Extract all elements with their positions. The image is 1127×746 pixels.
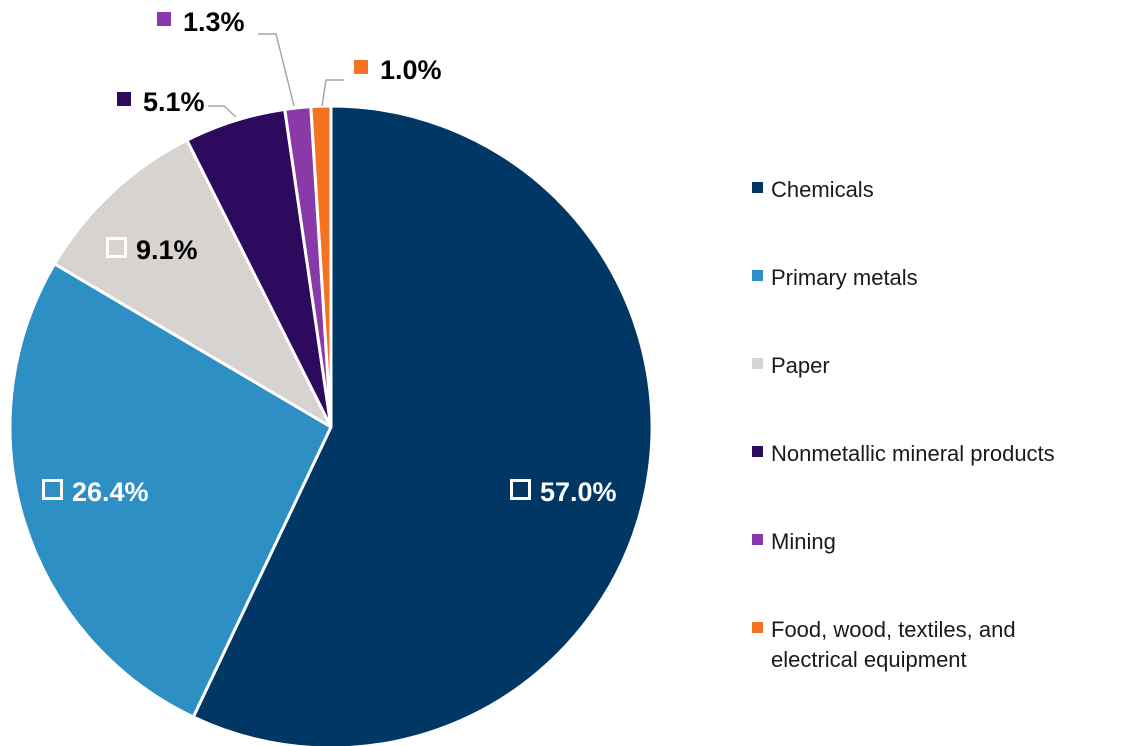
data-label-swatch <box>117 92 131 106</box>
pie-slices <box>8 104 654 746</box>
legend-swatch <box>752 358 763 369</box>
legend-label: Nonmetallic mineral products <box>771 441 1055 466</box>
legend-label: Primary metals <box>771 265 918 290</box>
data-label-chemicals: 57.0% <box>510 477 617 507</box>
data-label-paper: 9.1% <box>106 235 198 265</box>
data-labels: 57.0% 26.4% 9.1% 5.1% 1.3% 1.0% <box>42 7 617 507</box>
data-label-text: 9.1% <box>136 235 198 265</box>
data-label-text: 57.0% <box>540 477 617 507</box>
legend-label: Chemicals <box>771 177 874 202</box>
legend-swatch <box>752 446 763 457</box>
data-label-text: 5.1% <box>143 87 205 117</box>
legend-item-chemicals: Chemicals <box>752 175 1121 205</box>
pie-slice-primary-metals <box>8 262 333 719</box>
data-label-swatch <box>42 479 63 500</box>
legend-item-nonmetallic-mineral-products: Nonmetallic mineral products <box>752 439 1121 469</box>
leader-line-mining <box>258 33 295 107</box>
legend-label: Food, wood, textiles, and electrical equ… <box>771 617 1016 672</box>
data-label-swatch <box>354 60 368 74</box>
leader-lines <box>208 33 344 118</box>
pie-slice-food-wood-textiles-and-electrical-equipment <box>309 104 333 429</box>
data-label-text: 1.0% <box>380 55 442 85</box>
data-label-swatch <box>106 237 127 258</box>
data-label-swatch <box>510 479 531 500</box>
legend-item-primary-metals: Primary metals <box>752 263 1121 293</box>
data-label-text: 26.4% <box>72 477 149 507</box>
data-label-food-wood-textiles-and-electrical-equipment: 1.0% <box>354 55 442 85</box>
legend-swatch <box>752 622 763 633</box>
pie-slice-paper <box>53 138 333 429</box>
legend-swatch <box>752 534 763 545</box>
legend-label: Mining <box>771 529 836 554</box>
data-label-text: 1.3% <box>183 7 245 37</box>
leader-line-food-wood-textiles-and-electrical-equipment <box>321 79 344 107</box>
legend-item-paper: Paper <box>752 351 1121 381</box>
data-label-swatch <box>157 12 171 26</box>
pie-slice-chemicals <box>191 104 654 746</box>
data-label-nonmetallic-mineral-products: 5.1% <box>117 87 205 117</box>
legend-label: Paper <box>771 353 830 378</box>
legend-item-mining: Mining <box>752 527 1121 557</box>
leader-line-nonmetallic-mineral-products <box>208 105 237 118</box>
legend-item-food-wood-textiles-and-electrical-equipment: Food, wood, textiles, and electrical equ… <box>752 615 1071 675</box>
data-label-mining: 1.3% <box>157 7 245 37</box>
data-label-primary-metals: 26.4% <box>42 477 149 507</box>
legend-swatch <box>752 182 763 193</box>
legend-swatch <box>752 270 763 281</box>
